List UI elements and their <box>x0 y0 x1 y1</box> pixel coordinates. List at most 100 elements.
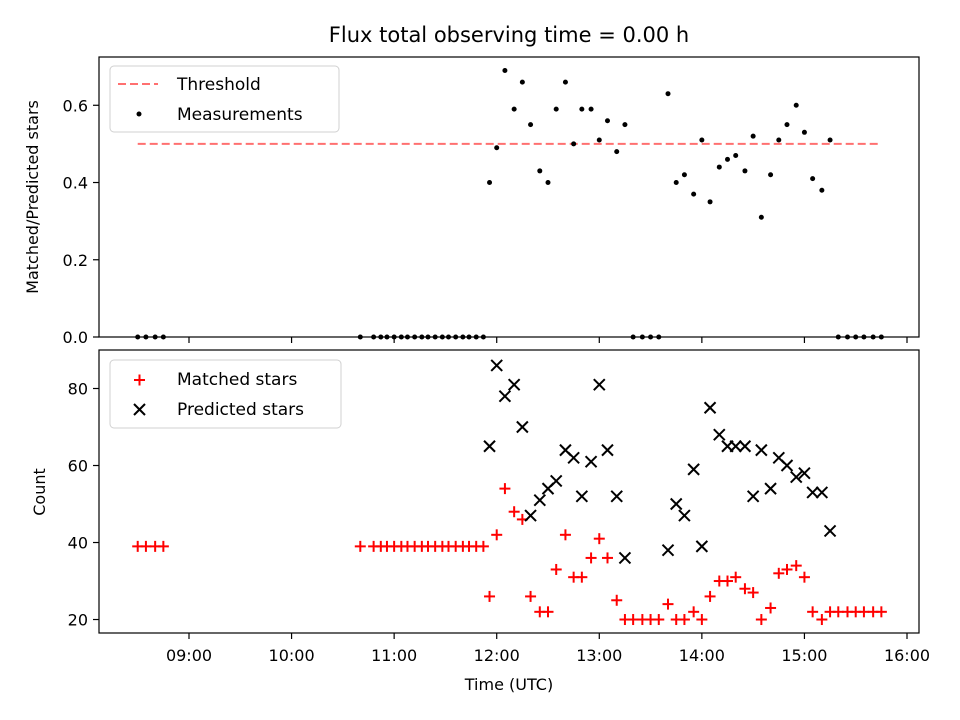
measurement-point <box>152 334 158 340</box>
matched-stars-point <box>508 506 520 518</box>
predicted-stars-point <box>533 493 547 507</box>
count-y-axis-label: Count <box>30 468 49 516</box>
predicted-stars-point <box>490 359 503 372</box>
x-tick-label: 10:00 <box>269 646 315 665</box>
x-tick-label: 12:00 <box>474 646 520 665</box>
measurement-point <box>453 334 459 340</box>
y-tick-label: 0.6 <box>63 96 88 115</box>
matched-stars-point <box>499 483 511 495</box>
predicted-stars-point <box>713 428 726 441</box>
measurement-point <box>511 106 517 112</box>
measurement-point <box>391 334 397 340</box>
matched-stars-point <box>790 560 802 572</box>
measurement-point <box>446 334 452 340</box>
measurement-point <box>460 334 466 340</box>
matched-stars-point <box>662 598 674 610</box>
chart-title: Flux total observing time = 0.00 h <box>329 23 689 47</box>
matched-stars-point <box>696 614 708 626</box>
legend-measurements-swatch <box>136 111 142 117</box>
legend-measurements-label: Measurements <box>177 105 303 125</box>
predicted-stars-point <box>703 401 717 414</box>
measurement-point <box>870 334 876 340</box>
predicted-stars-point <box>806 486 819 499</box>
measurement-point <box>384 334 390 340</box>
measurement-point <box>699 137 705 143</box>
matched-stars-point <box>550 563 562 575</box>
measurement-point <box>878 334 884 340</box>
predicted-stars-point <box>695 540 709 553</box>
measurement-point <box>725 156 730 162</box>
measurement-point <box>716 164 722 170</box>
predicted-stars-point <box>575 490 589 503</box>
matched-stars-point <box>858 606 870 618</box>
matched-stars-point <box>832 606 844 618</box>
x-tick-label: 15:00 <box>781 646 827 665</box>
measurement-point <box>160 334 166 340</box>
measurement-point <box>357 334 363 340</box>
measurement-point <box>596 137 602 143</box>
measurement-point <box>588 106 594 112</box>
matched-stars-point <box>477 540 489 552</box>
predicted-stars-point <box>823 524 837 538</box>
measurement-point <box>579 106 585 112</box>
predicted-stars-point <box>524 509 537 522</box>
legend-threshold-label: Threshold <box>176 75 261 95</box>
predicted-stars-point <box>738 440 752 453</box>
matched-stars-point <box>739 583 751 595</box>
matched-stars-point <box>611 594 623 606</box>
measurement-point <box>784 122 790 128</box>
matched-stars-point <box>157 540 169 552</box>
measurement-point <box>827 137 833 143</box>
matched-stars-point <box>484 590 496 602</box>
legend-predicted-swatch <box>133 403 146 416</box>
matched-stars-point <box>816 614 828 626</box>
matched-stars-point <box>678 614 690 626</box>
ratio-panel: 0.0 0.2 0.4 0.6 Matched/Predicted stars Thr… <box>23 56 920 347</box>
count-plot-frame <box>98 349 920 634</box>
measurement-point <box>502 68 508 74</box>
measurement-point <box>553 106 559 112</box>
legend-matched-label: Matched stars <box>177 370 297 390</box>
matched-stars-point <box>593 533 605 545</box>
predicted-stars-point <box>498 389 512 403</box>
measurement-point <box>519 79 525 85</box>
measurement-point <box>143 334 149 340</box>
measurement-point <box>665 91 671 97</box>
measurement-point <box>545 180 551 186</box>
matched-stars-point <box>747 587 759 599</box>
predicted-stars-point <box>593 378 606 391</box>
measurement-point <box>571 141 577 147</box>
predicted-stars-point <box>601 443 614 457</box>
ratio-plot-frame <box>98 56 920 338</box>
predicted-stars-point <box>483 440 496 453</box>
y-tick-label: 60 <box>68 457 88 476</box>
measurement-point <box>412 334 418 340</box>
measurement-point <box>487 180 493 186</box>
measurement-point <box>639 334 645 340</box>
measurement-point <box>793 102 799 108</box>
predicted-stars-point <box>746 490 760 503</box>
matched-stars-point <box>542 606 554 618</box>
measurement-point <box>537 168 543 174</box>
measurement-point <box>810 176 816 182</box>
x-tick-label: 09:00 <box>166 646 212 665</box>
measurement-point <box>861 334 867 340</box>
matched-stars-point <box>722 575 733 587</box>
measurement-point <box>630 334 636 340</box>
count-panel: 20 40 60 80 09:00 10:00 11:00 12:00 13:00 14:00 1… <box>30 349 930 694</box>
matched-stars-point <box>807 606 819 618</box>
x-axis-label: Time (UTC) <box>464 675 553 694</box>
count-legend-box <box>109 359 342 429</box>
predicted-stars-point <box>764 482 777 495</box>
predicted-stars-point <box>661 544 675 557</box>
predicted-stars-point <box>780 459 794 472</box>
measurement-point <box>562 79 568 85</box>
y-tick-label: 0.2 <box>63 251 88 270</box>
predicted-stars-point <box>584 455 598 468</box>
measurement-point <box>845 334 851 340</box>
y-tick-label: 0.0 <box>63 328 88 347</box>
predicted-stars-point <box>790 470 803 484</box>
measurement-point <box>801 129 807 135</box>
measurement-point <box>466 334 472 340</box>
measurement-point <box>371 334 377 340</box>
